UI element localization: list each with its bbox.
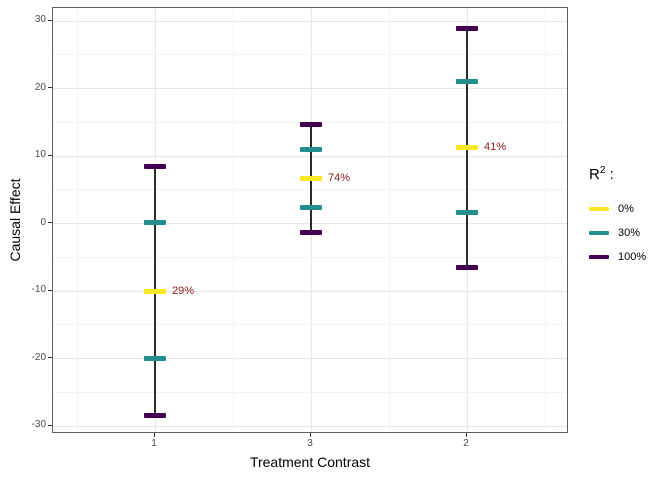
estimate-tick <box>144 288 166 294</box>
interval-tick-r2-100pct <box>300 122 322 128</box>
y-axis-tick-label: -10 <box>31 284 46 295</box>
gridline-vertical-minor <box>76 8 78 432</box>
legend-key-swatch <box>589 231 609 235</box>
y-axis-tick-label: 20 <box>34 81 46 93</box>
gridline-horizontal-major <box>53 20 567 22</box>
estimate-tick <box>300 176 322 182</box>
interval-tick-r2-30pct <box>456 79 478 85</box>
gridline-vertical-minor <box>544 8 546 432</box>
x-axis-tick-label: 2 <box>463 438 469 449</box>
interval-tick-r2-30pct <box>456 210 478 216</box>
x-axis-tick-label: 1 <box>151 438 157 449</box>
legend-title-base: R <box>589 166 600 183</box>
gridline-horizontal-major <box>53 88 567 89</box>
y-axis-tick-mark <box>48 357 52 358</box>
gridline-horizontal-minor <box>53 54 567 56</box>
x-axis-tick-mark <box>153 433 155 437</box>
x-axis-tick-label: 3 <box>307 438 313 449</box>
legend-key-swatch <box>589 207 609 211</box>
x-axis-title: Treatment Contrast <box>249 454 371 470</box>
interval-tick-r2-100pct <box>456 25 478 31</box>
interval-tick-r2-30pct <box>144 220 166 226</box>
x-axis-tick-mark <box>465 433 467 437</box>
legend-title-superscript: 2 <box>599 165 606 176</box>
gridline-horizontal-major <box>53 358 567 359</box>
interval-tick-r2-100pct <box>300 229 322 235</box>
gridline-vertical-minor <box>232 8 234 432</box>
x-axis-tick-mark <box>309 433 311 437</box>
gridline-horizontal-major <box>53 290 567 292</box>
interval-tick-r2-30pct <box>300 146 322 152</box>
legend-title: R2 : <box>589 165 669 183</box>
gridline-horizontal-minor <box>53 256 567 258</box>
interval-tick-r2-100pct <box>144 412 166 418</box>
y-axis-tick-mark <box>48 19 52 21</box>
interval-tick-r2-30pct <box>144 356 166 361</box>
estimate-tick <box>456 145 478 151</box>
y-axis-tick-label: -30 <box>31 419 46 430</box>
gridline-vertical-minor <box>388 8 390 432</box>
interval-tick-r2-100pct <box>456 264 478 270</box>
annotation-label: 29% <box>172 284 195 297</box>
legend-key-swatch <box>589 255 609 259</box>
legend-item-label: 100% <box>618 251 647 263</box>
gridline-horizontal-major <box>53 425 567 427</box>
interval-tick-r2-100pct <box>144 164 166 170</box>
y-axis-tick-mark <box>48 424 52 426</box>
legend-item-label: 0% <box>618 203 634 215</box>
legend-item: 100% <box>589 245 669 269</box>
y-axis-tick-label: -20 <box>31 351 46 363</box>
y-axis-tick-mark <box>48 154 52 156</box>
gridline-horizontal-minor <box>53 324 567 326</box>
interval-tick-r2-30pct <box>300 205 322 211</box>
y-axis-tick-label: 0 <box>40 216 46 228</box>
legend-item: 30% <box>589 221 669 245</box>
legend-items: 0% 30% 100% <box>589 197 669 269</box>
legend: R2 : 0% 30% 100% <box>589 165 669 269</box>
y-axis-tick-label: 30 <box>34 14 46 25</box>
legend-title-colon: : <box>605 166 614 183</box>
y-axis-tick-mark <box>48 289 52 291</box>
y-axis-tick-label: 10 <box>34 149 46 160</box>
gridline-horizontal-minor <box>53 121 567 123</box>
annotation-label: 74% <box>328 172 351 185</box>
plot-panel: 29% 74% 41% <box>52 7 568 433</box>
gridline-horizontal-minor <box>53 391 567 393</box>
legend-item: 0% <box>589 197 669 221</box>
y-axis-tick-mark <box>48 87 52 88</box>
y-axis-tick-mark <box>48 222 52 223</box>
legend-item-label: 30% <box>618 227 641 239</box>
annotation-label: 41% <box>484 141 507 154</box>
